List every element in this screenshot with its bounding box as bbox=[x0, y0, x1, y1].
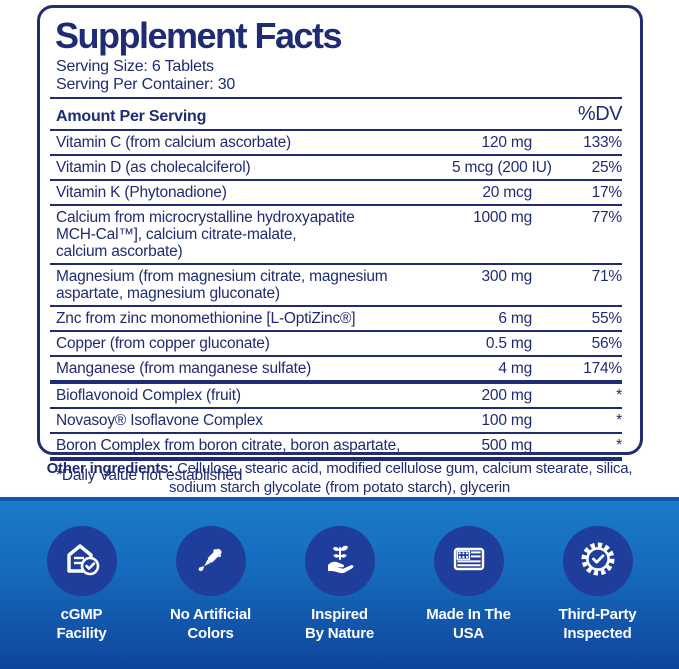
table-row: Calcium from microcrystalline hydroxyapa… bbox=[50, 206, 622, 265]
table-row: Znc from zinc monomethionine [L-OptiZinc… bbox=[50, 307, 622, 332]
badge-label: No Artificial Colors bbox=[169, 606, 252, 642]
nutrient-dv: 55% bbox=[591, 310, 623, 327]
amount-per-serving-header: Amount Per Serving bbox=[56, 108, 207, 125]
nutrient-name: Znc from zinc monomethionine [L-OptiZinc… bbox=[56, 310, 356, 327]
badge-circle bbox=[175, 526, 246, 596]
nutrient-dv: * bbox=[616, 387, 622, 404]
badge-circle bbox=[562, 526, 633, 596]
nutrient-name: Magnesium (from magnesium citrate, magne… bbox=[56, 268, 388, 302]
badge-inspired-by-nature: Inspired By Nature bbox=[275, 526, 404, 643]
badge-label: cGMP Facility bbox=[56, 606, 107, 642]
nutrient-dv: 133% bbox=[583, 134, 622, 151]
badge-circle bbox=[304, 526, 375, 596]
table-row: Vitamin D (as cholecalciferol) 5 mcg (20… bbox=[50, 156, 622, 181]
nutrient-name: Vitamin D (as cholecalciferol) bbox=[56, 159, 251, 176]
table-header-row: Amount Per Serving %DV bbox=[50, 99, 623, 131]
nutrient-amount: 4 mg bbox=[498, 360, 532, 377]
nutrient-amount: 0.5 mg bbox=[485, 335, 532, 352]
dropper-icon bbox=[190, 538, 232, 585]
table-row: Vitamin K (Phytonadione) 20 mcg 17% bbox=[50, 181, 622, 206]
servings-per-container: Serving Per Container: 30 bbox=[56, 76, 236, 93]
badge-cgmp-facility: cGMP Facility bbox=[17, 526, 146, 643]
badge-made-in-usa: Made In The USA bbox=[404, 526, 533, 643]
table-row: Manganese (from manganese sulfate) 4 mg … bbox=[50, 357, 622, 384]
nutrient-amount: 200 mg bbox=[481, 387, 533, 404]
table-row: Bioflavonoid Complex (fruit) 200 mg * bbox=[50, 384, 622, 409]
nutrient-name: Copper (from copper gluconate) bbox=[56, 335, 270, 352]
usa-flag-icon bbox=[448, 538, 490, 585]
nutrient-dv: * bbox=[616, 412, 622, 429]
other-ingredients: Other ingredients: Cellulose, stearic ac… bbox=[45, 460, 635, 497]
nutrient-dv: 174% bbox=[583, 360, 622, 377]
factory-check-icon bbox=[61, 538, 103, 585]
badge-circle bbox=[46, 526, 117, 596]
badge-label: Inspired By Nature bbox=[304, 606, 375, 642]
nutrient-name: Bioflavonoid Complex (fruit) bbox=[56, 387, 241, 404]
nutrient-dv: 77% bbox=[591, 209, 623, 226]
other-ingredients-text: Cellulose, stearic acid, modified cellul… bbox=[168, 460, 633, 496]
nutrient-dv: 56% bbox=[591, 335, 623, 352]
nutrient-name: Vitamin C (from calcium ascorbate) bbox=[56, 134, 291, 151]
table-row: Magnesium (from magnesium citrate, magne… bbox=[50, 265, 622, 307]
badge-label: Made In The USA bbox=[426, 606, 511, 642]
nutrient-amount: 20 mcg bbox=[482, 184, 532, 201]
nutrient-amount: 300 mg bbox=[481, 268, 533, 285]
serving-size: Serving Size: 6 Tablets bbox=[56, 58, 214, 75]
supplement-facts-panel: Supplement Facts Serving Size: 6 Tablets… bbox=[37, 5, 643, 484]
badge-circle bbox=[433, 526, 504, 596]
badge-third-party-inspected: Third-Party Inspected bbox=[533, 526, 662, 643]
nutrient-amount: 6 mg bbox=[498, 310, 532, 327]
nutrient-dv: * bbox=[616, 437, 622, 454]
table-row: Novasoy® Isoflavone Complex 100 mg * bbox=[50, 409, 622, 434]
nutrient-dv: 25% bbox=[591, 159, 623, 176]
divider bbox=[50, 97, 622, 99]
seal-check-icon bbox=[577, 538, 619, 585]
nutrient-name: Calcium from microcrystalline hydroxyapa… bbox=[56, 209, 355, 260]
other-ingredients-label: Other ingredients: bbox=[46, 460, 174, 477]
table-row: Vitamin C (from calcium ascorbate) 120 m… bbox=[50, 131, 622, 156]
nutrient-amount: 120 mg bbox=[481, 134, 533, 151]
nutrient-amount: 500 mg bbox=[481, 437, 533, 454]
badge-no-artificial-colors: No Artificial Colors bbox=[146, 526, 275, 643]
nutrient-dv: 17% bbox=[591, 184, 623, 201]
hand-plant-icon bbox=[319, 538, 361, 585]
badge-label: Third-Party Inspected bbox=[558, 606, 637, 642]
nutrient-amount: 1000 mg bbox=[473, 209, 532, 226]
badge-banner: cGMP Facility No Artificial Colors bbox=[0, 497, 679, 669]
table-row: Copper (from copper gluconate) 0.5 mg 56… bbox=[50, 332, 622, 357]
nutrient-amount: 5 mcg (200 IU) bbox=[452, 159, 552, 176]
nutrient-name: Boron Complex from boron citrate, boron … bbox=[56, 437, 401, 454]
nutrient-name: Manganese (from manganese sulfate) bbox=[56, 360, 312, 377]
nutrient-dv: 71% bbox=[591, 268, 623, 285]
nutrient-amount: 100 mg bbox=[481, 412, 533, 429]
daily-value-footnote: *Daily Value not established bbox=[56, 467, 243, 484]
nutrient-name: Novasoy® Isoflavone Complex bbox=[56, 412, 263, 429]
nutrient-name: Vitamin K (Phytonadione) bbox=[56, 184, 227, 201]
badge-strip: cGMP Facility No Artificial Colors bbox=[0, 501, 679, 643]
table-row: Boron Complex from boron citrate, boron … bbox=[50, 434, 622, 461]
percent-dv-header: %DV bbox=[577, 103, 623, 125]
panel-title: Supplement Facts bbox=[55, 15, 343, 56]
